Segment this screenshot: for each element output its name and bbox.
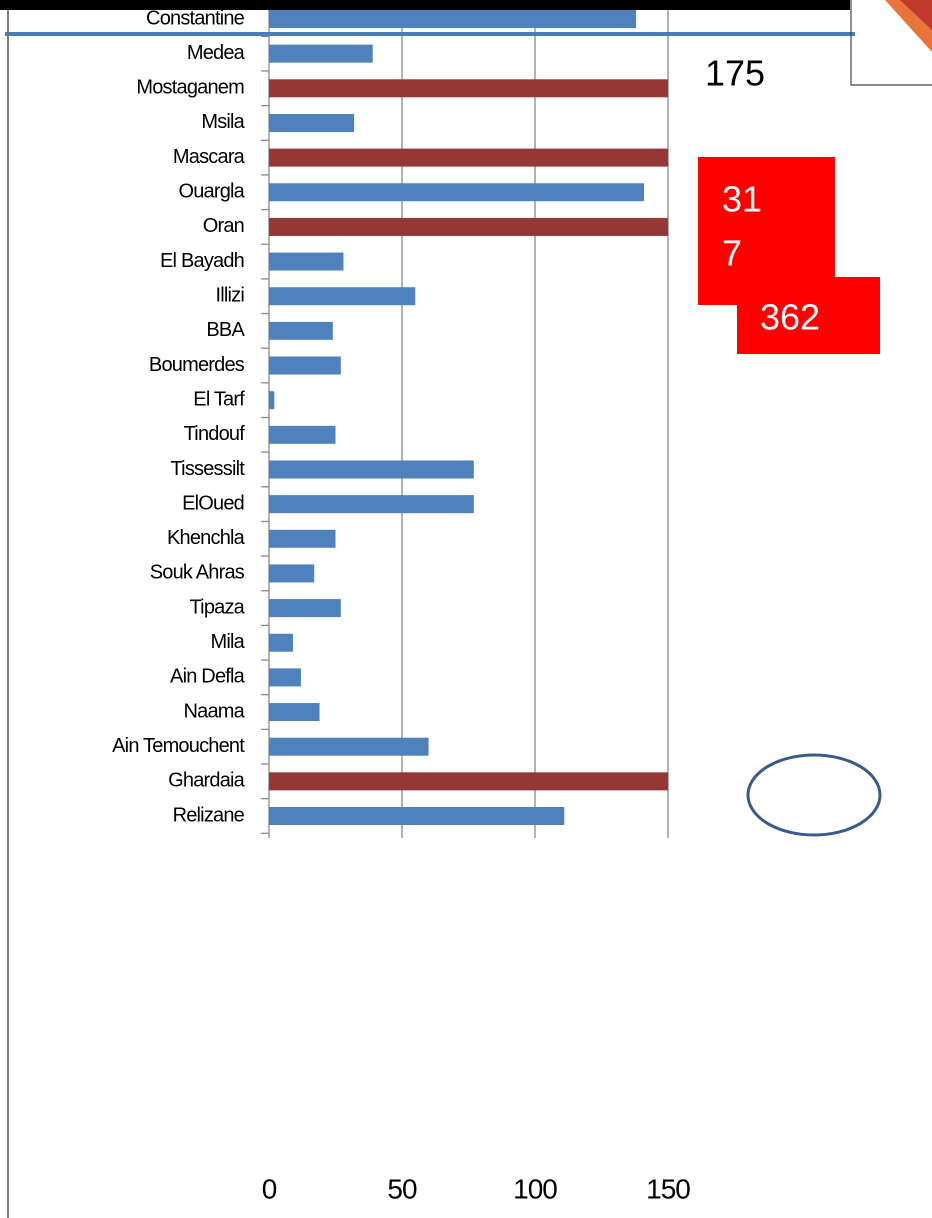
bar xyxy=(269,564,314,582)
y-tick-label: Relizane xyxy=(173,804,245,826)
bar xyxy=(269,322,333,340)
ellipse xyxy=(748,755,880,835)
annotation: 175 xyxy=(705,53,765,94)
annotation: 31 xyxy=(722,179,762,220)
bar xyxy=(269,738,429,756)
bar xyxy=(269,114,354,132)
y-tick-label: Mascara xyxy=(173,146,246,168)
y-tick-label: El Bayadh xyxy=(160,250,244,272)
y-tick-label: Ain Defla xyxy=(170,666,246,688)
bar xyxy=(269,79,735,97)
bar xyxy=(269,10,636,28)
bar xyxy=(269,183,644,201)
y-tick-label: Tipaza xyxy=(190,596,246,618)
y-tick-label: Naama xyxy=(184,700,246,722)
y-tick-label: El Tarf xyxy=(193,388,245,410)
x-tick-label: 0 xyxy=(262,1173,277,1204)
bar xyxy=(269,599,341,617)
bar xyxy=(269,45,373,63)
bar xyxy=(269,530,336,548)
bar xyxy=(269,668,301,686)
bar xyxy=(269,460,474,478)
bar xyxy=(269,703,320,721)
y-tick-label: Tindouf xyxy=(184,423,246,445)
bar xyxy=(269,634,293,652)
y-tick-label: Constantine xyxy=(146,7,245,29)
y-tick-label: Boumerdes xyxy=(149,354,245,376)
y-tick-label: Medea xyxy=(187,42,246,64)
x-tick-label: 150 xyxy=(646,1173,690,1204)
y-tick-label: Ouargla xyxy=(178,181,245,203)
y-tick-label: Tissessilt xyxy=(171,458,246,480)
y-tick-label: Souk Ahras xyxy=(150,562,245,584)
y-tick-label: Ain Temouchent xyxy=(112,735,245,757)
x-tick-label: 50 xyxy=(387,1173,417,1204)
x-tick-label: 100 xyxy=(513,1173,557,1204)
bar xyxy=(269,253,343,271)
red-box-1 xyxy=(698,157,835,305)
chart: 0 50 100 150 Constantine Medea Mostaganem Msila… xyxy=(0,0,932,1218)
annotation: 7 xyxy=(722,233,742,274)
page: 0 50 100 150 Constantine Medea Mostaganem Msila… xyxy=(0,0,932,1218)
bar xyxy=(269,357,341,375)
y-tick-label: Mila xyxy=(211,631,246,653)
bars xyxy=(269,10,932,825)
bar xyxy=(269,426,336,444)
y-tick-label: Mostaganem xyxy=(136,77,244,99)
top-band xyxy=(0,0,850,10)
y-tick-label: Illizi xyxy=(215,284,244,306)
annotation: 362 xyxy=(760,297,820,338)
bar xyxy=(269,391,274,409)
y-tick-label: Oran xyxy=(203,215,244,237)
bar xyxy=(269,495,474,513)
y-tick-label: Ghardaia xyxy=(168,770,246,792)
bar xyxy=(269,287,415,305)
bar xyxy=(269,772,668,790)
y-tick-label: ElOued xyxy=(182,492,244,514)
bar xyxy=(269,807,564,825)
y-tick-label: Msila xyxy=(201,111,245,133)
y-tick-label: BBA xyxy=(206,319,245,341)
y-tick-label: Khenchla xyxy=(167,527,246,549)
